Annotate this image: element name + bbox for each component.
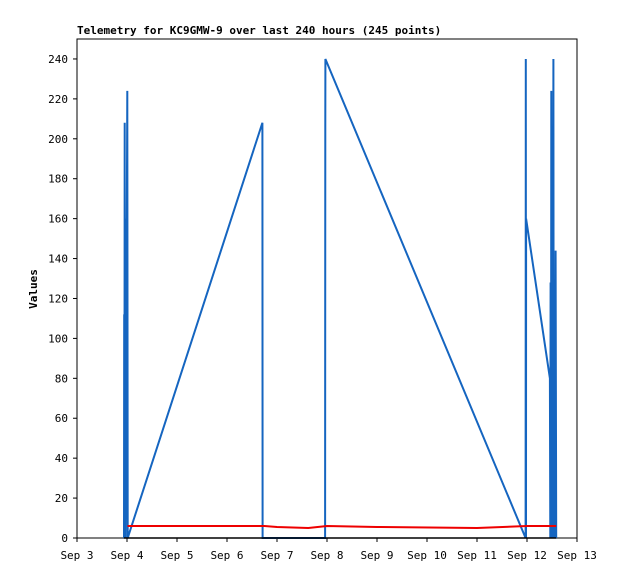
- y-tick-label: 40: [55, 452, 68, 465]
- y-tick-label: 200: [48, 133, 68, 146]
- series-line-1: [123, 58, 558, 539]
- x-tick-label: Sep 12: [507, 549, 547, 562]
- y-tick-label: 80: [55, 372, 68, 385]
- x-tick-label: Sep 13: [557, 549, 597, 562]
- y-tick-label: 100: [48, 332, 68, 345]
- series-line-2: [127, 524, 557, 530]
- y-tick-label: 180: [48, 173, 68, 186]
- y-tick-label: 240: [48, 53, 68, 66]
- y-tick-label: 0: [61, 532, 68, 545]
- x-tick-label: Sep 9: [360, 549, 393, 562]
- x-tick-label: Sep 5: [160, 549, 193, 562]
- y-axis-label: Values: [27, 269, 40, 309]
- x-tick-label: Sep 6: [210, 549, 243, 562]
- chart-title: Telemetry for KC9GMW-9 over last 240 hou…: [77, 24, 442, 37]
- y-tick-label: 60: [55, 412, 68, 425]
- x-tick-label: Sep 7: [260, 549, 293, 562]
- x-tick-label: Sep 4: [110, 549, 143, 562]
- y-tick-label: 220: [48, 93, 68, 106]
- y-tick-label: 140: [48, 253, 68, 266]
- x-tick-label: Sep 8: [310, 549, 343, 562]
- y-tick-label: 160: [48, 213, 68, 226]
- y-tick-label: 120: [48, 292, 68, 305]
- x-tick-label: Sep 3: [60, 549, 93, 562]
- x-tick-label: Sep 10: [407, 549, 447, 562]
- y-tick-label: 20: [55, 492, 68, 505]
- x-tick-label: Sep 11: [457, 549, 497, 562]
